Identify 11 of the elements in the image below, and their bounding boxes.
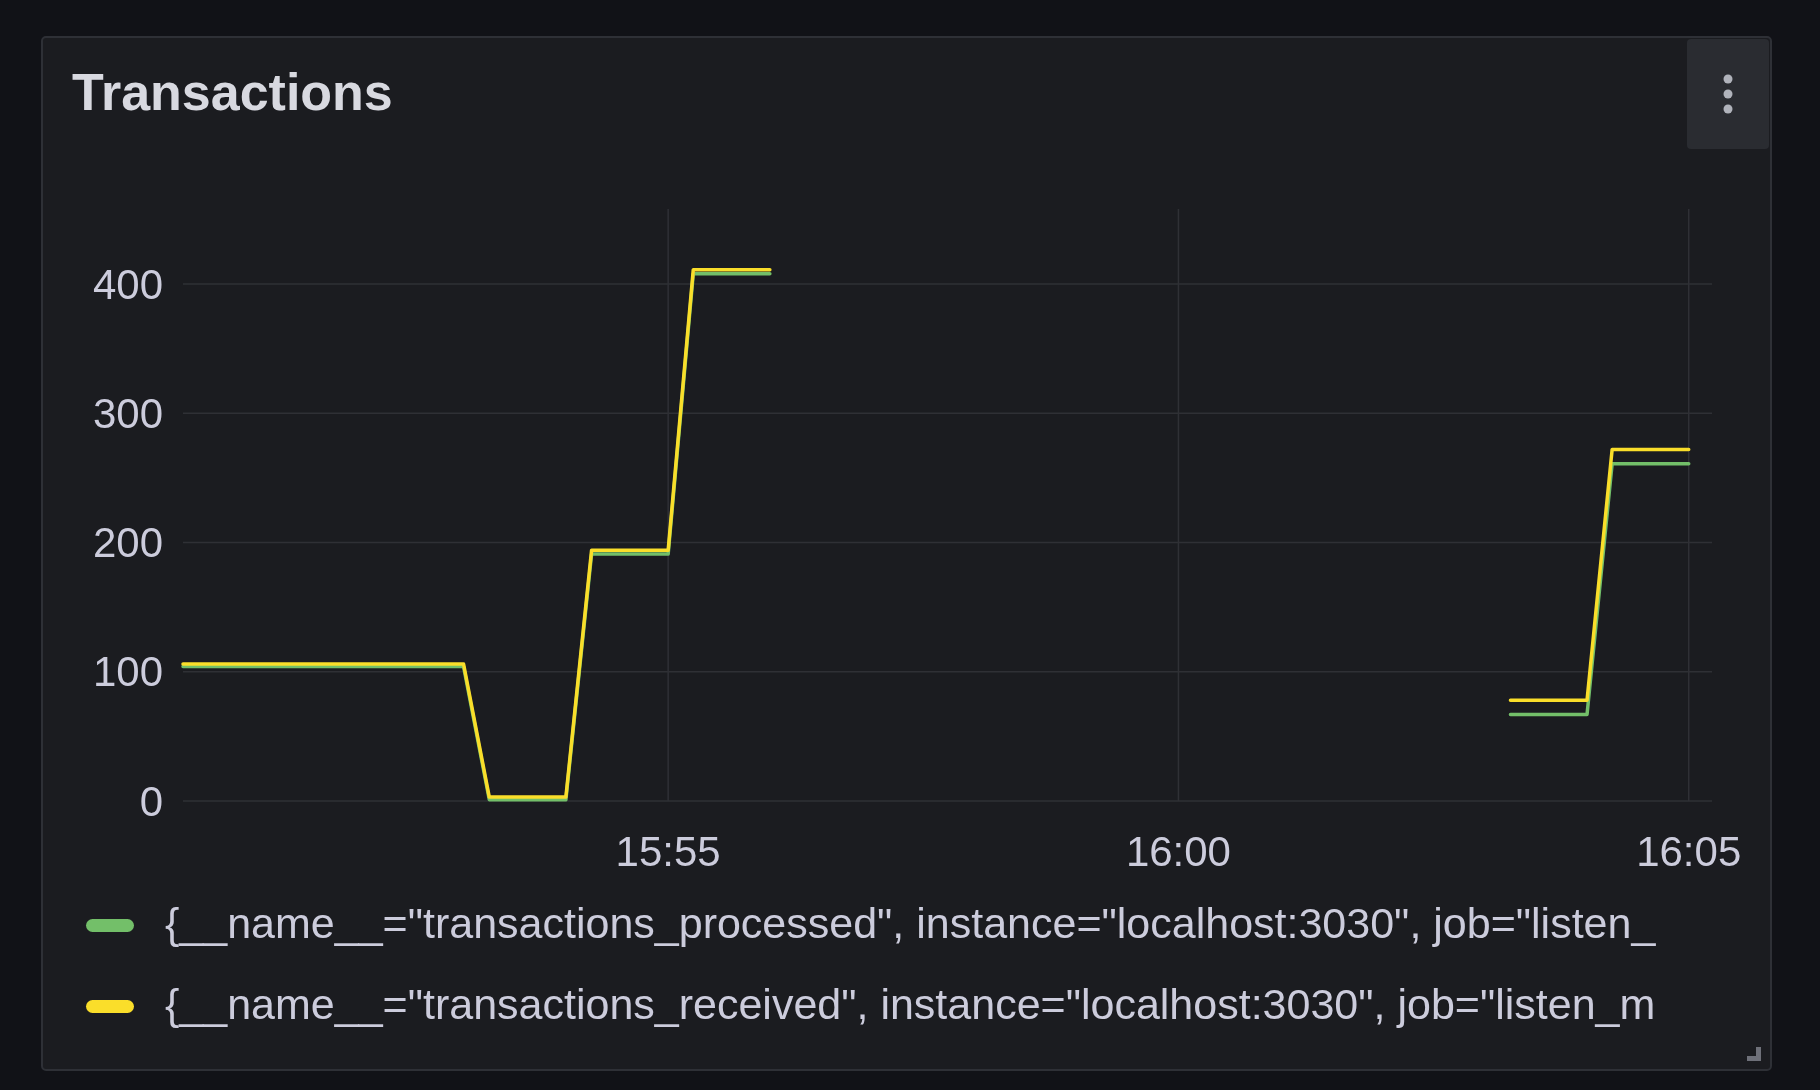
x-tick-label: 16:05	[1636, 828, 1742, 875]
legend-label: {__name__="transactions_received", instance="localhost:3030", job="listen_m	[165, 980, 1656, 1028]
legend-label: {__name__="transactions_processed", instance="localhost:3030", job="listen_	[165, 899, 1657, 947]
y-tick-label: 0	[139, 777, 163, 825]
x-tick-label: 16:00	[1125, 828, 1231, 875]
x-tick-label: 15:55	[615, 828, 721, 875]
y-tick-label: 100	[92, 648, 163, 696]
chart-title: Transactions	[72, 63, 393, 121]
y-tick-label: 300	[92, 389, 163, 437]
y-tick-label: 400	[92, 260, 163, 308]
y-tick-label: 200	[92, 519, 163, 567]
